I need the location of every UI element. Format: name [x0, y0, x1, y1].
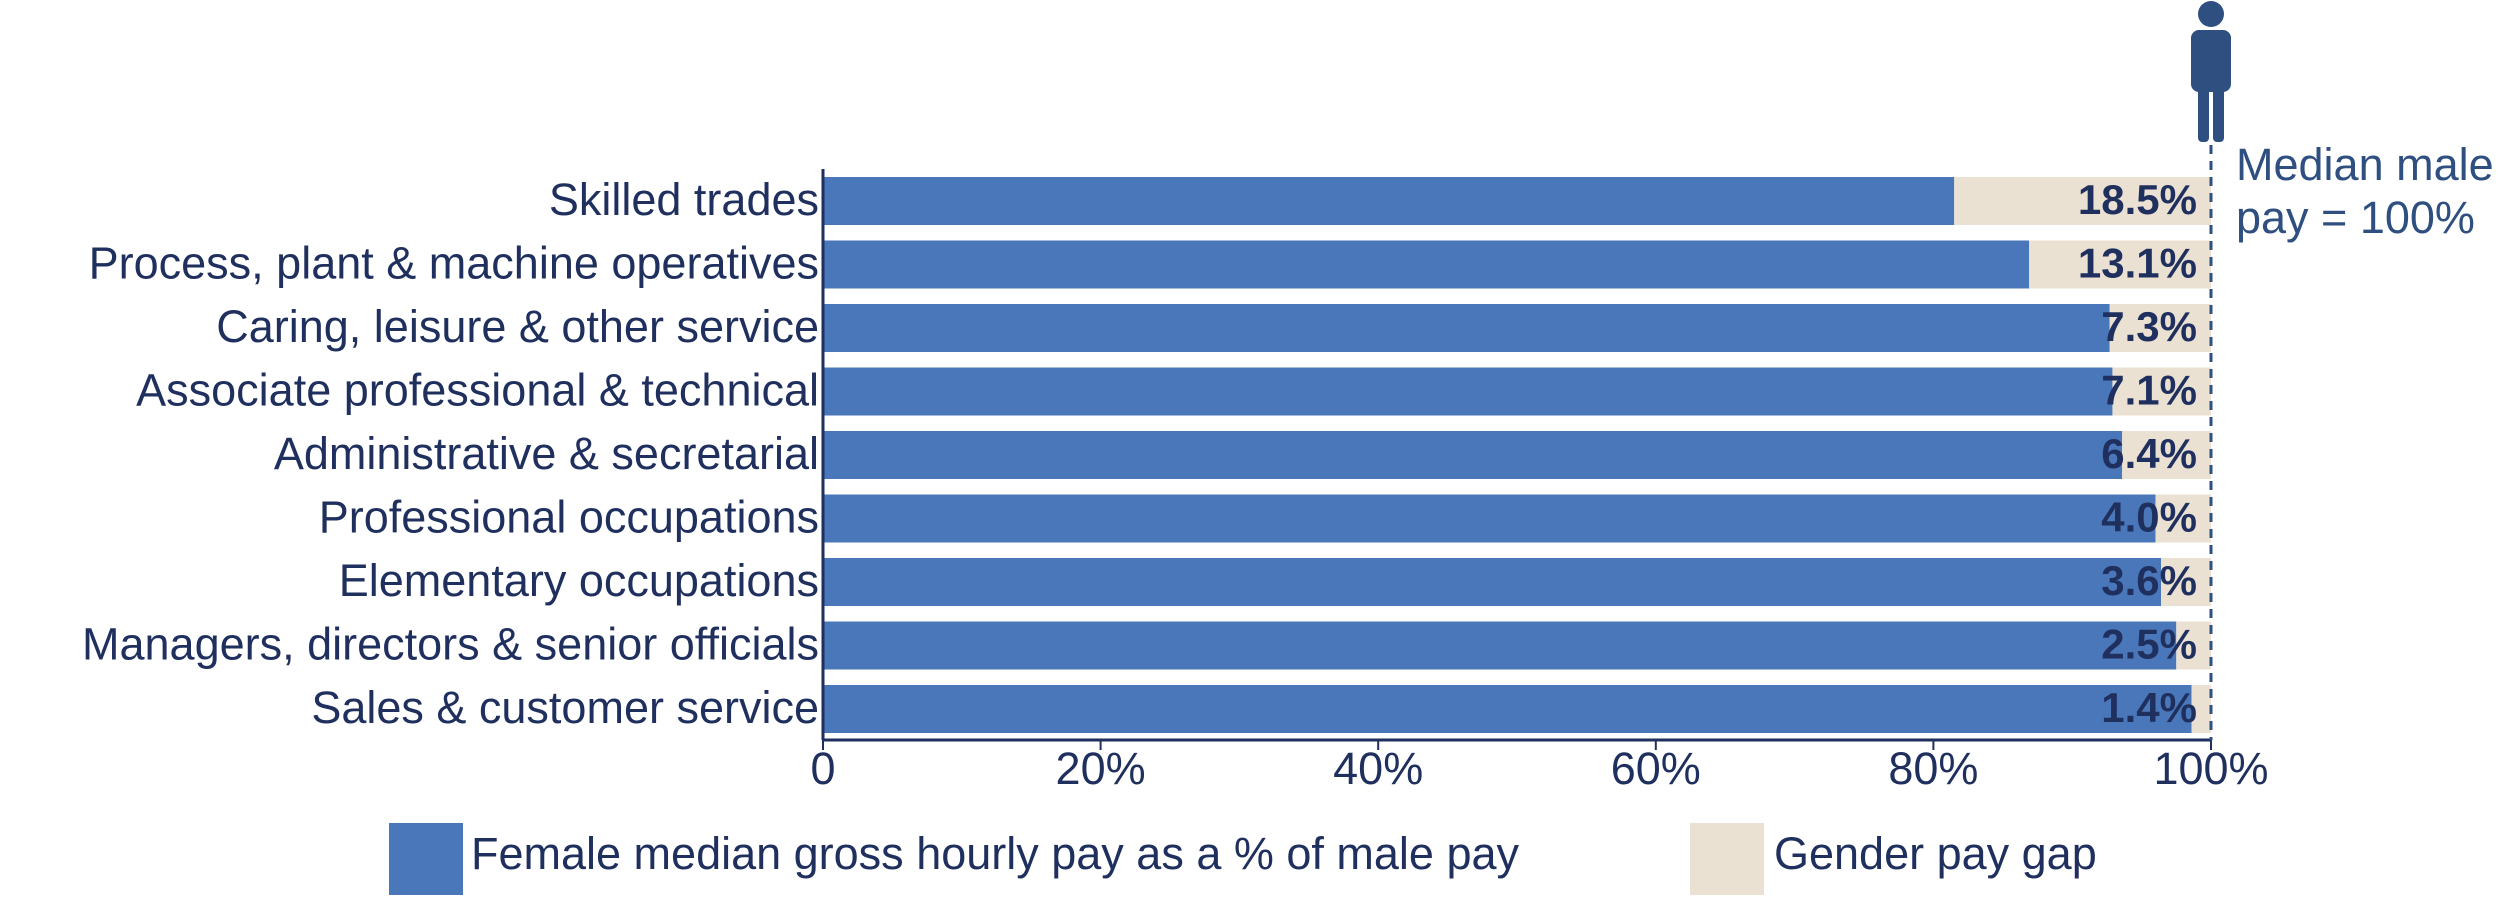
y-tick-label: Elementary occupations	[339, 555, 819, 606]
legend-label: Female median gross hourly pay as a % of…	[471, 828, 1520, 879]
data-label: 7.3%	[2101, 303, 2197, 350]
legend-swatch	[389, 823, 463, 895]
y-tick-label: Process, plant & machine operatives	[89, 237, 819, 288]
bar-segment	[823, 431, 2123, 479]
bar-segment	[2161, 558, 2211, 606]
bar-segment	[2029, 240, 2211, 289]
bar-segment	[2112, 367, 2211, 416]
bar-segment	[823, 240, 2030, 289]
bar-segment	[823, 367, 2113, 416]
bar-segment	[823, 621, 2177, 670]
x-tick-label: 100%	[2153, 743, 2268, 794]
bar-segment	[823, 494, 2156, 543]
bar-segment	[2191, 685, 2211, 733]
bar-segment	[1954, 177, 2211, 225]
annotation: pay = 100%	[2236, 192, 2475, 243]
x-tick-label: 40%	[1333, 743, 1423, 794]
x-tick-label: 0	[810, 743, 835, 794]
y-tick-label: Skilled trades	[549, 174, 819, 225]
data-label: 6.4%	[2101, 430, 2197, 477]
bar-segment	[823, 304, 2110, 352]
bar-segment	[2109, 304, 2211, 352]
data-label: 13.1%	[2078, 240, 2197, 287]
x-tick-label: 60%	[1611, 743, 1701, 794]
bar-segment	[823, 558, 2162, 606]
y-tick-label: Caring, leisure & other service	[216, 301, 819, 352]
bar-segment	[2176, 621, 2211, 670]
data-label: 4.0%	[2101, 494, 2197, 541]
data-label: 2.5%	[2101, 621, 2197, 668]
y-tick-label: Administrative & secretarial	[274, 428, 819, 479]
bar-segment	[2122, 431, 2211, 479]
person-icon	[2191, 1, 2231, 142]
data-label: 7.1%	[2101, 367, 2197, 414]
y-tick-label: Sales & customer service	[311, 682, 819, 733]
x-tick-label: 20%	[1056, 743, 1146, 794]
data-label: 18.5%	[2078, 176, 2197, 223]
annotation: Median male	[2236, 139, 2494, 190]
bar-segment	[2155, 494, 2211, 543]
bar-segment	[823, 685, 2192, 733]
x-tick-label: 80%	[1888, 743, 1978, 794]
y-tick-label: Professional occupations	[319, 491, 819, 542]
data-label: 3.6%	[2101, 557, 2197, 604]
y-tick-label: Associate professional & technical	[136, 364, 819, 415]
y-tick-label: Managers, directors & senior officials	[82, 618, 819, 669]
legend-label: Gender pay gap	[1774, 828, 2097, 879]
data-label: 1.4%	[2101, 684, 2197, 731]
bar-segment	[823, 177, 1955, 225]
legend-swatch	[1690, 823, 1764, 895]
